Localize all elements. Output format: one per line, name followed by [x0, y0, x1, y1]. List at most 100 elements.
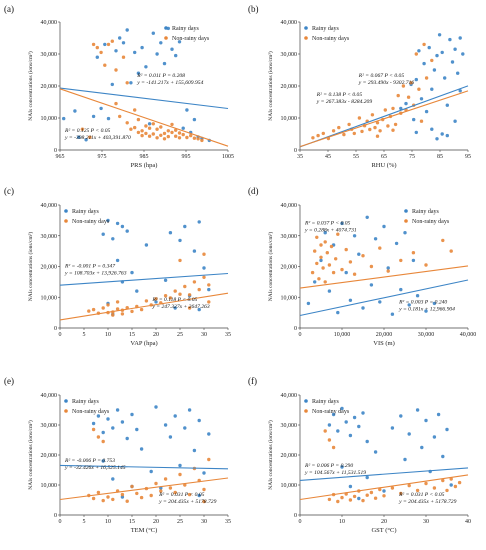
fit-equation-non-rainy: y = 267.383x - 8284.209 — [316, 99, 373, 105]
data-point — [183, 224, 187, 229]
data-point — [319, 255, 323, 259]
data-point — [168, 296, 173, 300]
data-point — [361, 498, 365, 503]
y-axis-label: NAIs concentrations (ions/cm³) — [267, 420, 274, 490]
data-point — [334, 257, 338, 261]
fit-stats-non-rainy: R² = 0.118 P < 0.05 — [151, 297, 197, 303]
data-point — [174, 128, 178, 132]
fit-equation-rainy: y = 293.490x - 9302.716 — [358, 80, 415, 86]
data-point — [159, 125, 163, 129]
data-point — [383, 108, 387, 112]
data-point — [101, 430, 105, 435]
data-point — [422, 61, 426, 66]
data-point — [73, 109, 77, 113]
data-point — [183, 284, 187, 289]
data-point — [101, 459, 105, 463]
data-point — [121, 41, 126, 45]
data-point — [352, 494, 357, 499]
data-point — [173, 289, 177, 293]
data-point — [110, 82, 115, 87]
data-point — [192, 136, 197, 140]
data-point — [386, 269, 390, 273]
data-point — [187, 408, 192, 412]
x-tick-label: 975 — [98, 154, 107, 160]
series-rainy — [327, 406, 453, 501]
legend-marker-non-rainy — [404, 219, 408, 223]
data-point — [200, 138, 204, 143]
data-point — [352, 234, 357, 238]
data-point — [437, 33, 442, 37]
data-point — [435, 137, 439, 141]
y-tick-label: 10,000 — [281, 116, 298, 122]
data-point — [135, 289, 139, 293]
trend-line-rainy — [299, 279, 469, 317]
y-tick-label: 30,000 — [41, 423, 58, 429]
data-point — [399, 106, 403, 111]
fit-stats-non-rainy: R² = 0.125 P < 0.05 — [64, 128, 111, 134]
data-point — [144, 124, 148, 128]
data-point — [390, 312, 395, 316]
y-tick-label: 10,000 — [281, 483, 298, 489]
data-point — [106, 218, 110, 223]
data-point — [340, 267, 344, 272]
legend-marker-non-rainy — [164, 36, 168, 40]
y-tick-label: 30,000 — [41, 52, 58, 58]
data-point — [111, 477, 115, 481]
x-axis-label: TEM (°C) — [131, 527, 158, 534]
data-point — [445, 427, 449, 432]
data-point — [411, 258, 416, 263]
data-point — [202, 266, 206, 270]
data-point — [155, 127, 159, 131]
data-point — [399, 414, 403, 418]
data-point — [461, 52, 465, 56]
x-tick-label: 5 — [83, 519, 86, 525]
data-point — [327, 438, 332, 442]
data-point — [407, 303, 411, 307]
x-tick-label: 20 — [381, 519, 387, 525]
data-point — [352, 415, 357, 420]
data-point — [316, 133, 320, 138]
panel-f: (f) 0 10 20 30 40 0 10,000 20,000 30,000 40,000 GST… — [248, 376, 471, 534]
data-point — [417, 49, 421, 53]
data-point — [110, 39, 115, 43]
data-point — [111, 237, 115, 241]
legend: Rainy days Non-rainy days — [164, 26, 210, 42]
data-point — [336, 499, 340, 504]
legend: Rainy days Non-rainy days — [64, 209, 110, 225]
x-axis-label: VIS (m) — [373, 340, 394, 347]
data-point — [99, 106, 103, 111]
panel-d: (d) 0 10,000 20,000 30,000 40,000 0 10,000 20,00… — [248, 186, 476, 347]
data-point — [207, 432, 211, 436]
data-point — [336, 232, 340, 236]
x-tick-label: 20 — [153, 332, 159, 338]
data-point — [178, 292, 182, 296]
fit-stats-rainy: R² = 0.011 P = 0.208 — [136, 73, 185, 79]
data-point — [118, 114, 122, 119]
data-point — [115, 307, 120, 311]
x-tick-label: 30 — [423, 519, 429, 525]
data-point — [77, 135, 81, 139]
y-tick-label: 0 — [294, 148, 297, 154]
data-point — [441, 454, 445, 459]
data-point — [365, 439, 369, 444]
panel-b: (b) 35 45 55 65 75 85 95 0 10,000 20,000 30,000 40,0… — [248, 4, 471, 169]
y-tick-label: 20,000 — [41, 453, 58, 459]
data-point — [323, 240, 327, 244]
data-point — [369, 264, 374, 269]
data-point — [111, 426, 115, 430]
data-point — [407, 483, 411, 488]
legend-label-non-rainy: Non-rainy days — [312, 409, 350, 415]
data-point — [121, 55, 126, 59]
x-axis-label: RHU (%) — [371, 162, 396, 169]
data-point — [114, 101, 118, 106]
legend-label-non-rainy: Non-rainy days — [72, 219, 110, 225]
data-point — [365, 215, 369, 219]
data-point — [166, 129, 170, 133]
data-point — [162, 137, 167, 141]
data-point — [84, 138, 88, 142]
x-tick-label: 20,000 — [376, 332, 393, 338]
fit-equation-rainy: y = 104.567x + 11,531.519 — [304, 470, 366, 476]
data-point — [311, 136, 315, 140]
data-point — [197, 418, 201, 423]
data-point — [348, 260, 353, 264]
